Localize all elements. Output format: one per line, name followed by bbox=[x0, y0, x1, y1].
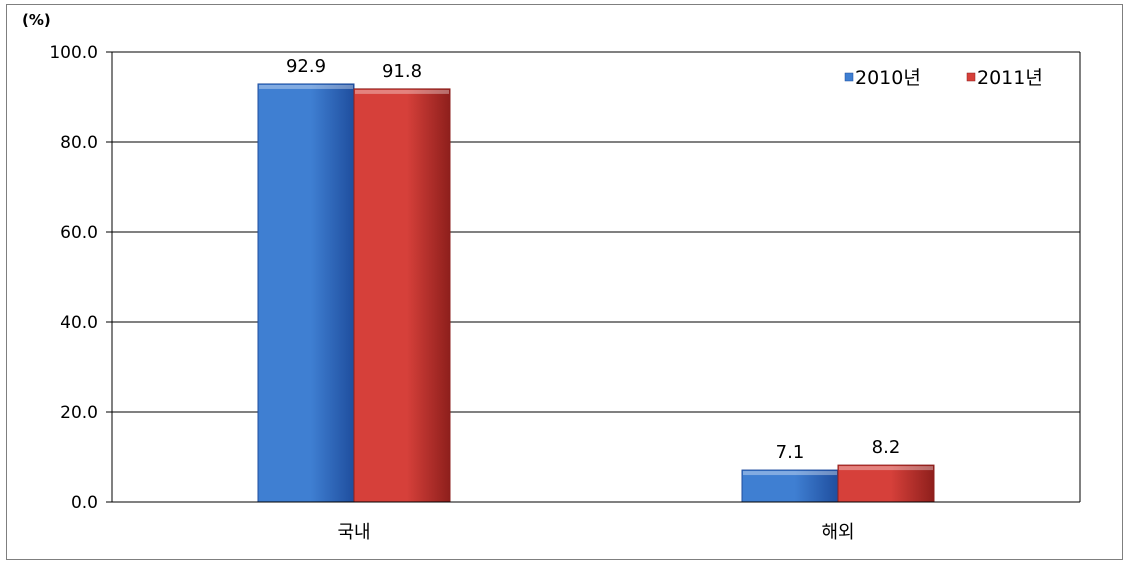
bar-1-0 bbox=[353, 88, 451, 503]
y-tick-label: 40.0 bbox=[60, 313, 98, 333]
bar-highlight bbox=[355, 89, 449, 94]
legend-label: 2010년 bbox=[855, 67, 921, 89]
data-label: 8.2 bbox=[872, 437, 901, 458]
y-unit-label: (%) bbox=[22, 11, 51, 29]
chart-frame bbox=[6, 4, 1123, 560]
bar-0-0 bbox=[257, 83, 355, 503]
y-tick-label: 80.0 bbox=[60, 133, 98, 153]
bar-1-1 bbox=[837, 464, 935, 503]
bars: 92.9 91.8 7.1 8.2 bbox=[257, 56, 935, 503]
x-tick-label: 국내 bbox=[337, 522, 370, 543]
y-tick-label: 20.0 bbox=[60, 403, 98, 423]
legend: 2010년 2011년 bbox=[844, 67, 1043, 89]
bar-highlight bbox=[743, 471, 837, 476]
legend-label: 2011년 bbox=[977, 67, 1043, 89]
data-label: 7.1 bbox=[776, 442, 805, 463]
bar-highlight bbox=[259, 84, 353, 89]
x-axis: 국내 해외 bbox=[112, 501, 1080, 543]
y-tick-label: 60.0 bbox=[60, 223, 98, 243]
bar-highlight bbox=[839, 466, 933, 471]
data-label: 92.9 bbox=[286, 56, 326, 77]
y-tick-label: 0.0 bbox=[71, 493, 98, 513]
gridlines bbox=[112, 51, 1081, 503]
legend-swatch bbox=[844, 72, 854, 82]
legend-swatch bbox=[966, 72, 976, 82]
y-axis: 0.0 20.0 40.0 60.0 80.0 100.0 bbox=[49, 43, 113, 513]
x-tick-label: 해외 bbox=[821, 522, 854, 543]
data-label: 91.8 bbox=[382, 61, 422, 82]
y-tick-label: 100.0 bbox=[49, 43, 98, 63]
